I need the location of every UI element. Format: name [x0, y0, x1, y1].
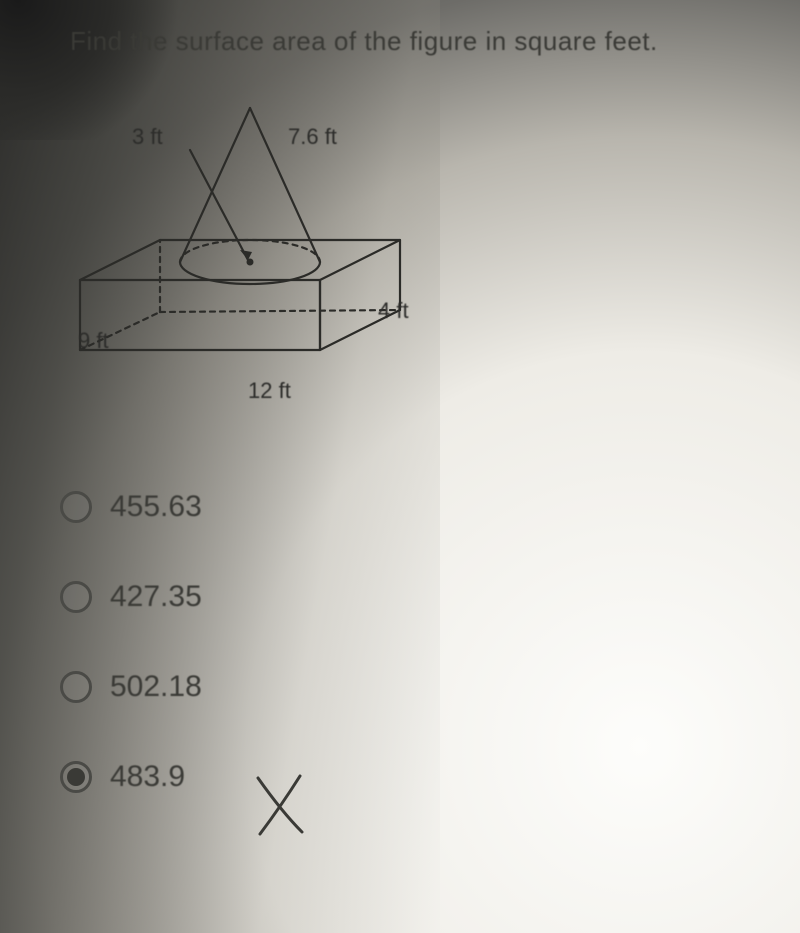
radio-a[interactable]	[60, 491, 92, 523]
figure-svg	[40, 90, 440, 420]
option-c-label: 502.18	[110, 670, 202, 704]
option-b-label: 427.35	[110, 580, 202, 614]
radio-b[interactable]	[60, 581, 92, 613]
option-c[interactable]: 502.18	[60, 670, 202, 704]
option-d[interactable]: 483.9	[60, 760, 202, 794]
label-length: 12 ft	[248, 378, 291, 404]
answer-options: 455.63 427.35 502.18 483.9	[60, 490, 202, 850]
label-radius: 3 ft	[132, 124, 163, 150]
composite-figure: 3 ft 7.6 ft 9 ft 12 ft 4 ft	[40, 90, 440, 420]
label-height: 4 ft	[378, 298, 409, 324]
label-width: 9 ft	[78, 328, 109, 354]
question-text: Find the surface area of the figure in s…	[70, 26, 658, 57]
radio-d[interactable]	[60, 761, 92, 793]
option-b[interactable]: 427.35	[60, 580, 202, 614]
option-a[interactable]: 455.63	[60, 490, 202, 524]
label-slant: 7.6 ft	[288, 124, 337, 150]
option-d-label: 483.9	[110, 760, 185, 794]
radio-c[interactable]	[60, 671, 92, 703]
option-a-label: 455.63	[110, 490, 202, 524]
